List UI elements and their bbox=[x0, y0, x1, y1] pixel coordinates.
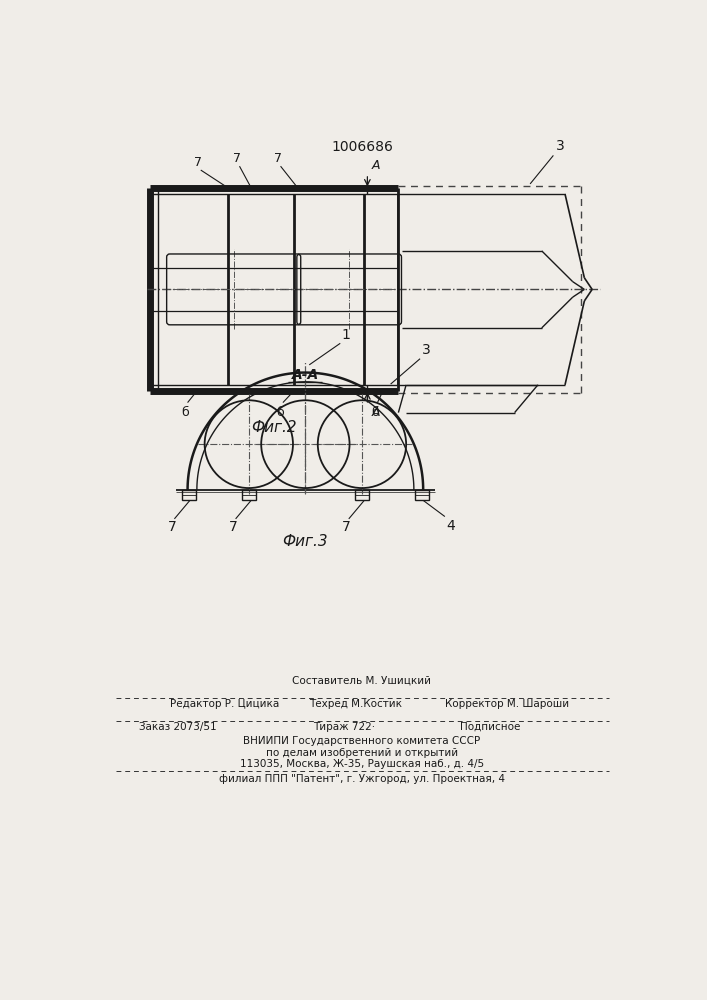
Text: филиал ППП "Патент", г. Ужгород, ул. Проектная, 4: филиал ППП "Патент", г. Ужгород, ул. Про… bbox=[219, 774, 505, 784]
Text: 7: 7 bbox=[342, 520, 351, 534]
Text: Заказ 2073/51: Заказ 2073/51 bbox=[139, 722, 216, 732]
Text: б: б bbox=[276, 406, 284, 419]
Text: 3: 3 bbox=[556, 139, 564, 153]
Text: Подписное: Подписное bbox=[460, 722, 521, 732]
Text: 7: 7 bbox=[274, 152, 282, 165]
Text: 7: 7 bbox=[233, 152, 241, 165]
Text: б: б bbox=[371, 406, 379, 419]
Text: Фиг.2: Фиг.2 bbox=[252, 420, 297, 435]
Text: А-А: А-А bbox=[292, 368, 319, 382]
Text: Техред М.Костик: Техред М.Костик bbox=[309, 699, 402, 709]
Bar bbox=[414, 490, 428, 500]
Text: ВНИИПИ Государственного комитета СССР: ВНИИПИ Государственного комитета СССР bbox=[243, 736, 481, 746]
Text: Тираж 722·: Тираж 722· bbox=[313, 722, 375, 732]
Text: 3: 3 bbox=[421, 343, 431, 357]
Bar bbox=[355, 490, 369, 500]
Text: Составитель М. Ушицкий: Составитель М. Ушицкий bbox=[293, 676, 431, 686]
Text: по делам изобретений и открытий: по делам изобретений и открытий bbox=[266, 748, 458, 758]
Text: 1: 1 bbox=[341, 328, 351, 342]
Text: 113035, Москва, Ж-35, Раушская наб., д. 4/5: 113035, Москва, Ж-35, Раушская наб., д. … bbox=[240, 759, 484, 769]
Text: 4: 4 bbox=[446, 519, 455, 533]
Text: Фиг.3: Фиг.3 bbox=[283, 534, 328, 549]
Text: 7: 7 bbox=[229, 520, 238, 534]
Text: А: А bbox=[371, 406, 380, 419]
Text: 1006686: 1006686 bbox=[331, 140, 393, 154]
Text: Корректор М. Шароши: Корректор М. Шароши bbox=[445, 699, 569, 709]
Text: б: б bbox=[182, 406, 189, 419]
Bar bbox=[182, 490, 196, 500]
Text: Редактор Р. Цицика: Редактор Р. Цицика bbox=[170, 699, 279, 709]
Text: 7: 7 bbox=[194, 156, 202, 169]
Bar bbox=[242, 490, 256, 500]
Text: А: А bbox=[371, 159, 380, 172]
Text: 7: 7 bbox=[168, 520, 177, 534]
